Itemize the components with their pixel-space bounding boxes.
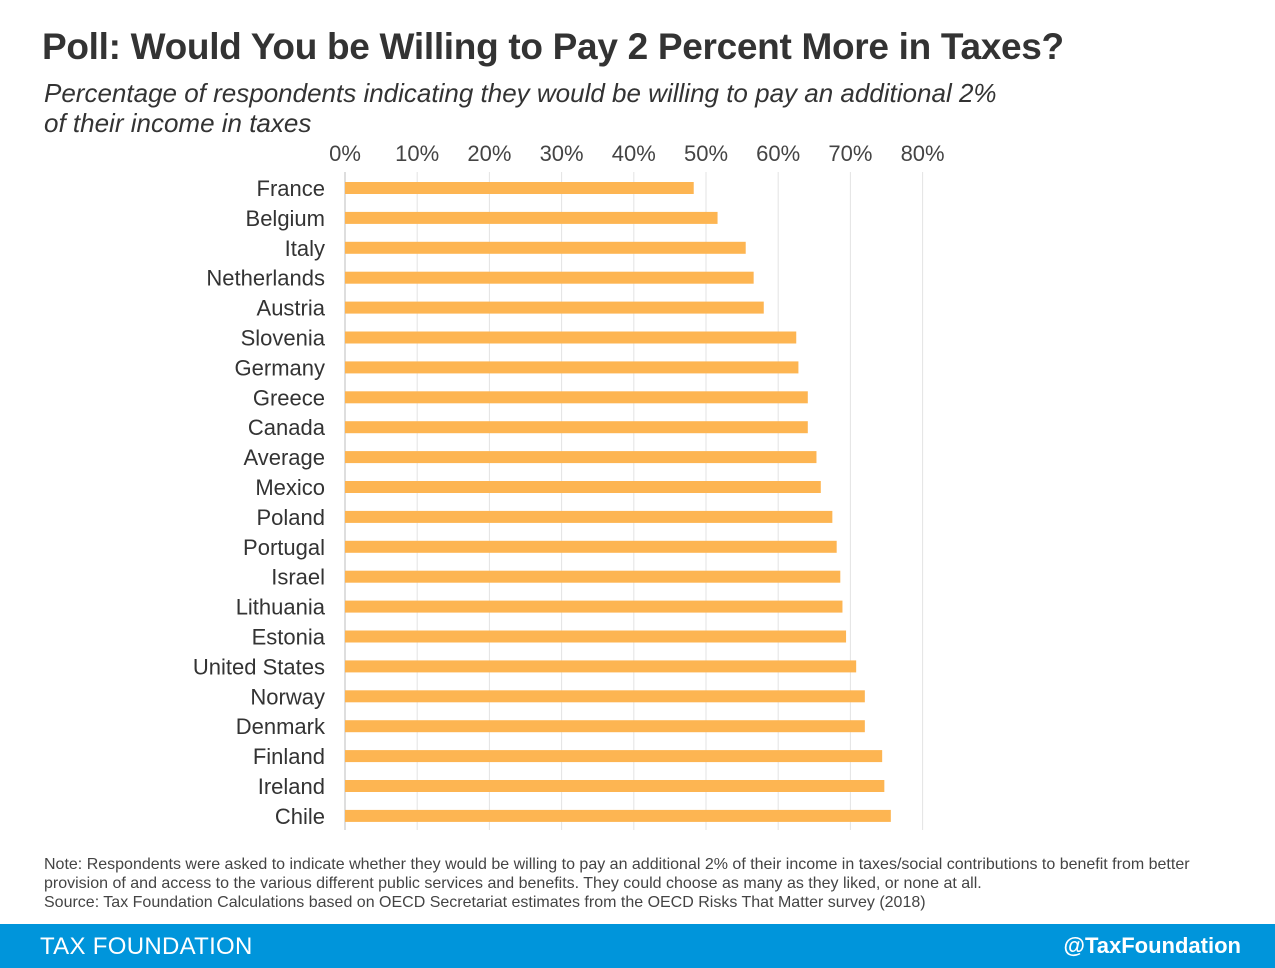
bar-poland <box>345 510 833 523</box>
category-label: Finland <box>253 744 325 769</box>
bar-greece <box>345 391 808 404</box>
bar-average <box>345 451 817 464</box>
bar-estonia <box>345 630 847 643</box>
category-label: Chile <box>275 804 325 829</box>
category-label: Portugal <box>243 535 325 560</box>
category-label: Canada <box>248 415 326 440</box>
category-label: Average <box>243 445 325 470</box>
bar-chile <box>345 809 891 822</box>
bar-italy <box>345 241 746 254</box>
x-tick-label: 60% <box>756 141 800 166</box>
category-label: Poland <box>256 505 325 530</box>
bar-netherlands <box>345 271 754 284</box>
x-tick-label: 40% <box>612 141 656 166</box>
category-label: Belgium <box>246 206 325 231</box>
bar-portugal <box>345 540 837 553</box>
x-tick-label: 20% <box>467 141 511 166</box>
bar-norway <box>345 690 865 703</box>
bar-austria <box>345 301 764 314</box>
bar-denmark <box>345 720 865 733</box>
x-axis-tick-labels: 0% 10% 20% 30% 40% 50% 60% 70% 80% <box>329 141 945 166</box>
category-label: Denmark <box>236 714 326 739</box>
social-handle[interactable]: @TaxFoundation <box>1063 933 1241 958</box>
note-text: Note: Respondents were asked to indicate… <box>44 856 1190 892</box>
category-label: United States <box>193 654 325 679</box>
bar-united-states <box>345 660 857 673</box>
bar-chart: 0% 10% 20% 30% 40% 50% 60% 70% 80% France Belgium… <box>193 141 945 830</box>
notes: Note: Respondents were asked to indicate… <box>44 855 1249 912</box>
x-tick-label: 30% <box>540 141 584 166</box>
bar-mexico <box>345 481 821 493</box>
x-tick-label: 70% <box>828 141 872 166</box>
category-label: Lithuania <box>236 595 326 620</box>
category-label: Israel <box>271 565 325 590</box>
category-label: Slovenia <box>241 326 326 351</box>
category-label: Greece <box>253 385 325 410</box>
bar-france <box>345 182 694 194</box>
category-label: Netherlands <box>206 266 325 291</box>
chart-title: Poll: Would You be Willing to Pay 2 Perc… <box>42 26 1064 67</box>
category-labels: France Belgium Italy Netherlands Austria Slov… <box>193 176 326 829</box>
category-label: Ireland <box>258 774 325 799</box>
chart-subtitle: Percentage of respondents indicating the… <box>44 78 997 138</box>
x-tick-label: 50% <box>684 141 728 166</box>
bar-lithuania <box>345 600 843 613</box>
source-text: Source: Tax Foundation Calculations base… <box>44 894 926 911</box>
bar-ireland <box>345 780 885 792</box>
category-label: Austria <box>257 296 326 321</box>
x-tick-label: 10% <box>395 141 439 166</box>
category-label: Norway <box>250 684 325 709</box>
brand-name: TAX FOUNDATION <box>40 933 253 960</box>
footer-bar: TAX FOUNDATION @TaxFoundation <box>0 924 1275 968</box>
bar-canada <box>345 421 808 434</box>
bar-belgium <box>345 211 718 224</box>
bar-israel <box>345 570 841 583</box>
category-label: Estonia <box>252 625 326 650</box>
category-label: France <box>257 176 325 201</box>
category-label: Germany <box>235 355 325 380</box>
bar-germany <box>345 361 799 374</box>
bars <box>345 182 891 822</box>
bar-finland <box>345 750 883 763</box>
bar-slovenia <box>345 331 797 344</box>
x-tick-label: 80% <box>901 141 945 166</box>
x-tick-label: 0% <box>329 141 361 166</box>
category-label: Mexico <box>255 475 325 500</box>
category-label: Italy <box>285 236 325 261</box>
